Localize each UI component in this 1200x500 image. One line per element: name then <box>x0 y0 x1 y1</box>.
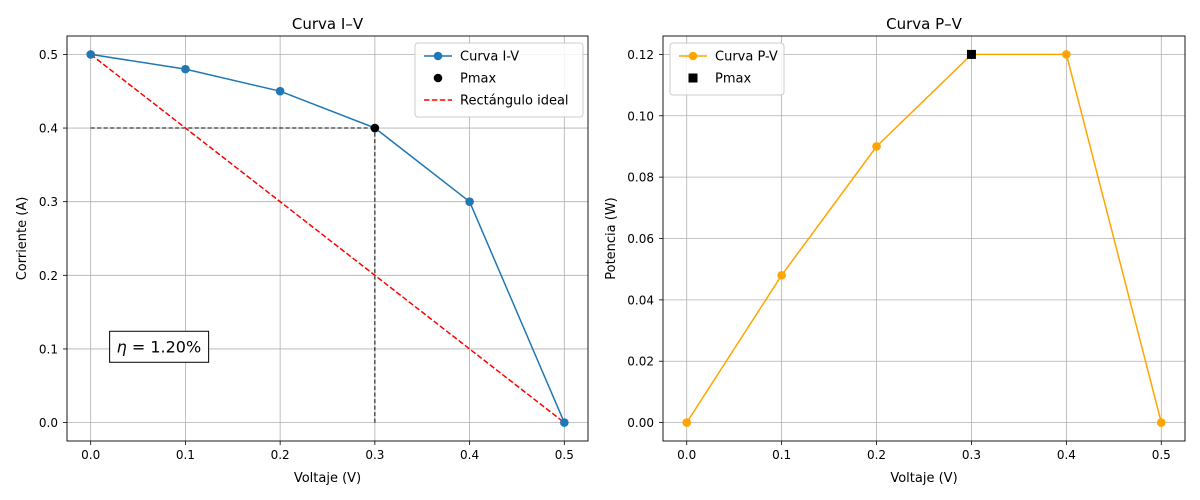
annotation-symbol: η <box>117 337 127 356</box>
chart-panel-2: 0.0 0.1 0.2 0.3 0.4 0.5 0.00 0.02 0.04 0.06 0.08 0.… <box>604 15 1186 486</box>
series-rect-ngulo-ideal <box>90 53 565 424</box>
x-tick-label: 0.0 <box>677 448 696 462</box>
legend: Curva P-V Pmax <box>669 42 785 96</box>
series-pmax <box>966 49 976 59</box>
y-tick-label: 0.0 <box>39 416 58 430</box>
y-tick-label: 0.10 <box>627 109 654 123</box>
series-line <box>90 53 565 423</box>
x-tick-label: 0.2 <box>867 448 886 462</box>
series-line <box>686 53 1163 424</box>
data-point <box>560 418 569 427</box>
x-tick-label: 0.4 <box>460 448 479 462</box>
x-tick-label: 0.4 <box>1057 448 1076 462</box>
data-point <box>682 418 692 427</box>
data-point <box>275 86 285 96</box>
series-line <box>90 53 565 424</box>
x-tick-label: 0.1 <box>176 448 195 462</box>
grid <box>663 36 1185 441</box>
y-tick-label: 0.04 <box>627 293 654 307</box>
data-point <box>1062 50 1071 59</box>
x-tick-label: 0.2 <box>271 448 290 462</box>
legend-box <box>414 42 584 118</box>
data-point <box>181 64 190 74</box>
y-tick-label: 0.1 <box>39 342 58 356</box>
annotation-text: η = 1.20% <box>117 337 202 356</box>
legend-swatch-marker <box>688 51 698 61</box>
legend-label: Curva I-V <box>460 50 519 65</box>
series-curva-i-v <box>86 50 569 427</box>
x-tick-label: 0.5 <box>555 448 574 462</box>
legend-swatch-marker <box>433 51 443 61</box>
data-point <box>1156 418 1166 427</box>
x-tick-label: 0.5 <box>1152 448 1171 462</box>
y-tick-label: 0.02 <box>627 355 654 369</box>
axes-frame <box>66 35 589 442</box>
annotation-value: = 1.20% <box>127 337 201 356</box>
efficiency-annotation: η = 1.20% <box>109 330 210 363</box>
y-tick-label: 0.08 <box>627 171 654 185</box>
data-point <box>370 123 380 133</box>
data-point <box>86 50 95 59</box>
x-tick-label: 0.3 <box>365 448 384 462</box>
y-tick-label: 0.5 <box>39 48 58 62</box>
legend-label: Pmax <box>715 72 751 87</box>
chart-title: Curva P–V <box>886 15 963 33</box>
y-tick-label: 0.2 <box>39 269 58 283</box>
y-axis-label: Potencia (W) <box>604 197 619 280</box>
x-tick-label: 0.1 <box>772 448 791 462</box>
legend-label: Curva P-V <box>715 50 778 65</box>
y-tick-label: 0.06 <box>627 232 654 246</box>
legend-label: Pmax <box>460 72 496 87</box>
series-pmax <box>370 123 380 133</box>
chart-title: Curva I–V <box>292 15 364 33</box>
series-curva-p-v <box>682 50 1166 427</box>
y-axis-label: Corriente (A) <box>15 197 30 281</box>
x-tick-label: 0.3 <box>962 448 981 462</box>
annotation-box <box>109 330 210 363</box>
legend-swatch-marker <box>433 73 443 83</box>
data-point <box>465 197 474 206</box>
legend-label: Rectángulo ideal <box>460 94 569 109</box>
data-point <box>777 271 786 280</box>
x-axis-label: Voltaje (V) <box>890 471 957 486</box>
legend: Curva I-V Pmax Rectángulo ideal <box>414 42 584 118</box>
legend-swatch-marker <box>688 73 698 83</box>
y-tick-label: 0.00 <box>627 416 654 430</box>
y-tick-label: 0.4 <box>39 122 58 136</box>
x-tick-label: 0.0 <box>81 448 100 462</box>
data-point <box>872 142 881 151</box>
x-axis-label: Voltaje (V) <box>294 471 361 486</box>
y-tick-label: 0.3 <box>39 195 58 209</box>
y-tick-label: 0.12 <box>627 48 654 62</box>
chart-panel-1: 0.0 0.1 0.2 0.3 0.4 0.5 0.0 0.1 0.2 0.3 0.4 0.5 Curv… <box>15 15 589 486</box>
data-point <box>966 49 976 59</box>
